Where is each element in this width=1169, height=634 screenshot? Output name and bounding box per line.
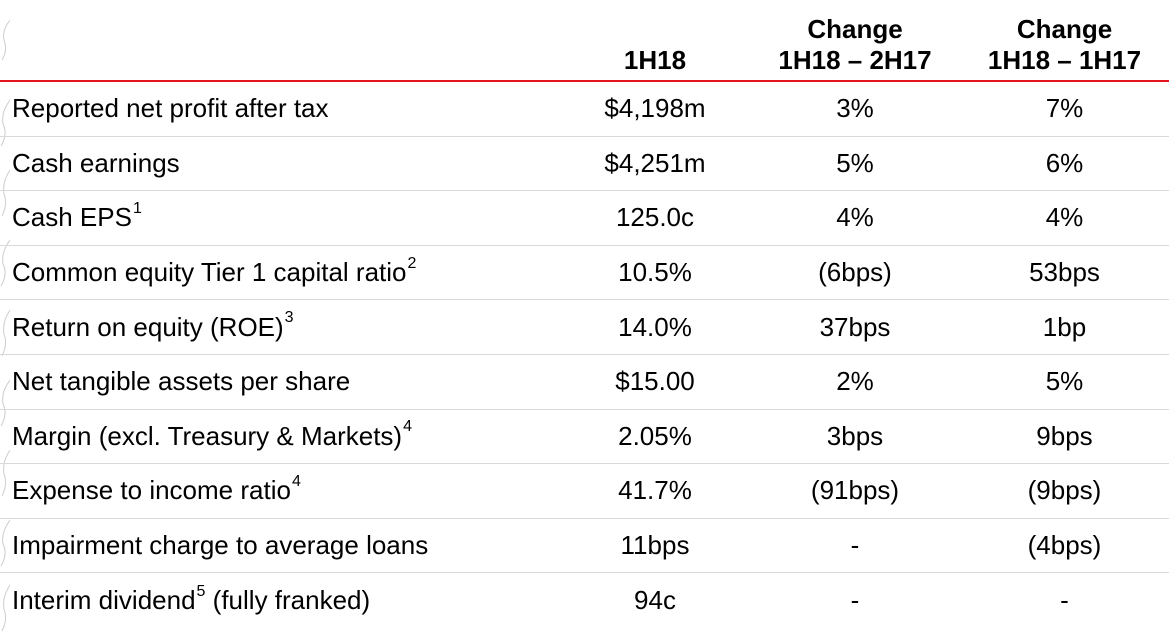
value-1h18: 14.0% xyxy=(618,311,692,342)
value-change-vs-1h17: 53bps xyxy=(1029,257,1100,288)
value-1h18: $4,198m xyxy=(604,93,706,124)
value-change-vs-2h17: 3bps xyxy=(826,420,884,451)
row-label: Impairment charge to average loans xyxy=(12,519,560,573)
value-change-vs-2h17: 4% xyxy=(836,202,874,233)
row-label: Expense to income ratio 4 xyxy=(12,464,560,518)
row-label-text: Cash EPS xyxy=(12,202,132,233)
header-change-label: Change xyxy=(1016,14,1113,44)
footnote-marker: 4 xyxy=(291,472,301,490)
row-label-text: Net tangible assets per share xyxy=(12,366,351,397)
table-row: Margin (excl. Treasury & Markets) 4 2.05% 3… xyxy=(0,410,1169,465)
row-label: Common equity Tier 1 capital ratio 2 xyxy=(12,246,560,300)
row-label-text: Impairment charge to average loans xyxy=(12,530,429,561)
value-change-vs-2h17: 3% xyxy=(836,93,874,124)
row-label-text: Reported net profit after tax xyxy=(12,93,329,124)
value-change-vs-2h17: - xyxy=(850,585,860,616)
table-row: Impairment charge to average loans 11bps -… xyxy=(0,519,1169,574)
header-period-label: 1H18 – 1H17 xyxy=(987,45,1142,75)
header-change-vs-1h17: Change 1H18 – 1H17 xyxy=(960,14,1169,76)
value-change-vs-1h17: 5% xyxy=(1045,366,1084,397)
row-label: Return on equity (ROE) 3 xyxy=(12,300,560,354)
table-row: Cash EPS 1 125.0c 4% 4% xyxy=(0,191,1169,246)
value-change-vs-2h17: 37bps xyxy=(819,311,891,342)
row-label-text: Return on equity (ROE) xyxy=(12,311,284,342)
footnote-marker: 3 xyxy=(284,309,294,327)
table-row: Net tangible assets per share $15.00 2% 5% xyxy=(0,355,1169,410)
footnote-marker: 1 xyxy=(132,199,142,217)
row-label: Interim dividend 5 (fully franked) xyxy=(12,573,560,628)
value-change-vs-2h17: 2% xyxy=(836,366,874,397)
row-label-suffix: (fully franked) xyxy=(205,585,371,616)
value-change-vs-2h17: (91bps) xyxy=(810,475,900,506)
table-row: Cash earnings $4,251m 5% 6% xyxy=(0,137,1169,192)
row-label-text: Expense to income ratio xyxy=(12,475,291,506)
value-1h18: $4,251m xyxy=(604,147,706,178)
header-divider xyxy=(0,80,1169,82)
row-label: Cash EPS 1 xyxy=(12,191,560,245)
table-body: Reported net profit after tax $4,198m 3% 7%… xyxy=(0,82,1169,628)
row-label: Net tangible assets per share xyxy=(12,355,560,409)
value-change-vs-1h17: (4bps) xyxy=(1027,530,1102,561)
table-row: Return on equity (ROE) 3 14.0% 37bps 1bp xyxy=(0,300,1169,355)
table-header: 1H18 Change 1H18 – 2H17 Change 1H18 – 1H… xyxy=(0,0,1169,80)
row-label: Margin (excl. Treasury & Markets) 4 xyxy=(12,410,560,464)
footnote-marker: 2 xyxy=(407,254,417,272)
row-label-text: Margin (excl. Treasury & Markets) xyxy=(12,420,403,451)
value-change-vs-1h17: 4% xyxy=(1045,202,1084,233)
footnote-marker: 4 xyxy=(403,418,412,436)
row-label-text: Common equity Tier 1 capital ratio xyxy=(12,257,407,288)
value-1h18: 94c xyxy=(634,585,676,616)
header-change-vs-2h17: Change 1H18 – 2H17 xyxy=(750,14,960,76)
value-change-vs-1h17: 1bp xyxy=(1042,311,1087,342)
value-change-vs-1h17: 7% xyxy=(1045,93,1084,124)
header-1h18-label: 1H18 xyxy=(623,45,687,75)
value-change-vs-1h17: 9bps xyxy=(1036,420,1093,451)
value-change-vs-2h17: - xyxy=(850,530,860,561)
table-row: Interim dividend 5 (fully franked) 94c - - xyxy=(0,573,1169,628)
row-label-text: Cash earnings xyxy=(12,147,180,178)
row-label: Reported net profit after tax xyxy=(12,82,560,136)
table-row: Common equity Tier 1 capital ratio 2 10.5%… xyxy=(0,246,1169,301)
header-1h18: 1H18 xyxy=(560,45,750,76)
value-1h18: 10.5% xyxy=(618,257,692,288)
table-row: Reported net profit after tax $4,198m 3% 7% xyxy=(0,82,1169,137)
value-change-vs-2h17: (6bps) xyxy=(818,257,892,288)
value-change-vs-1h17: 6% xyxy=(1045,147,1084,178)
value-change-vs-2h17: 5% xyxy=(836,147,874,178)
value-1h18: $15.00 xyxy=(615,366,695,397)
value-1h18: 125.0c xyxy=(615,202,695,233)
header-period-label: 1H18 – 2H17 xyxy=(778,45,932,75)
value-1h18: 11bps xyxy=(620,530,690,561)
row-label: Cash earnings xyxy=(12,137,560,191)
row-label-text: Interim dividend xyxy=(12,585,196,616)
footnote-marker: 5 xyxy=(196,582,206,600)
table-row: Expense to income ratio 4 41.7% (91bps) (9bp… xyxy=(0,464,1169,519)
header-change-label: Change xyxy=(807,14,903,44)
value-1h18: 41.7% xyxy=(618,475,692,506)
value-change-vs-1h17: (9bps) xyxy=(1027,475,1102,506)
value-change-vs-1h17: - xyxy=(1060,585,1069,616)
value-1h18: 2.05% xyxy=(618,420,692,451)
